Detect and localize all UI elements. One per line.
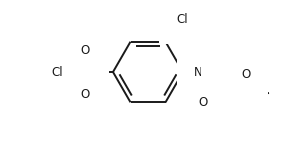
Text: Cl: Cl (177, 13, 188, 26)
Text: S: S (81, 66, 89, 78)
Text: O: O (198, 96, 207, 110)
Text: Cl: Cl (51, 66, 63, 78)
Text: NH: NH (194, 66, 212, 78)
Text: O: O (241, 68, 251, 81)
Text: O: O (81, 87, 90, 100)
Text: O: O (81, 44, 90, 57)
Text: S: S (221, 81, 229, 94)
